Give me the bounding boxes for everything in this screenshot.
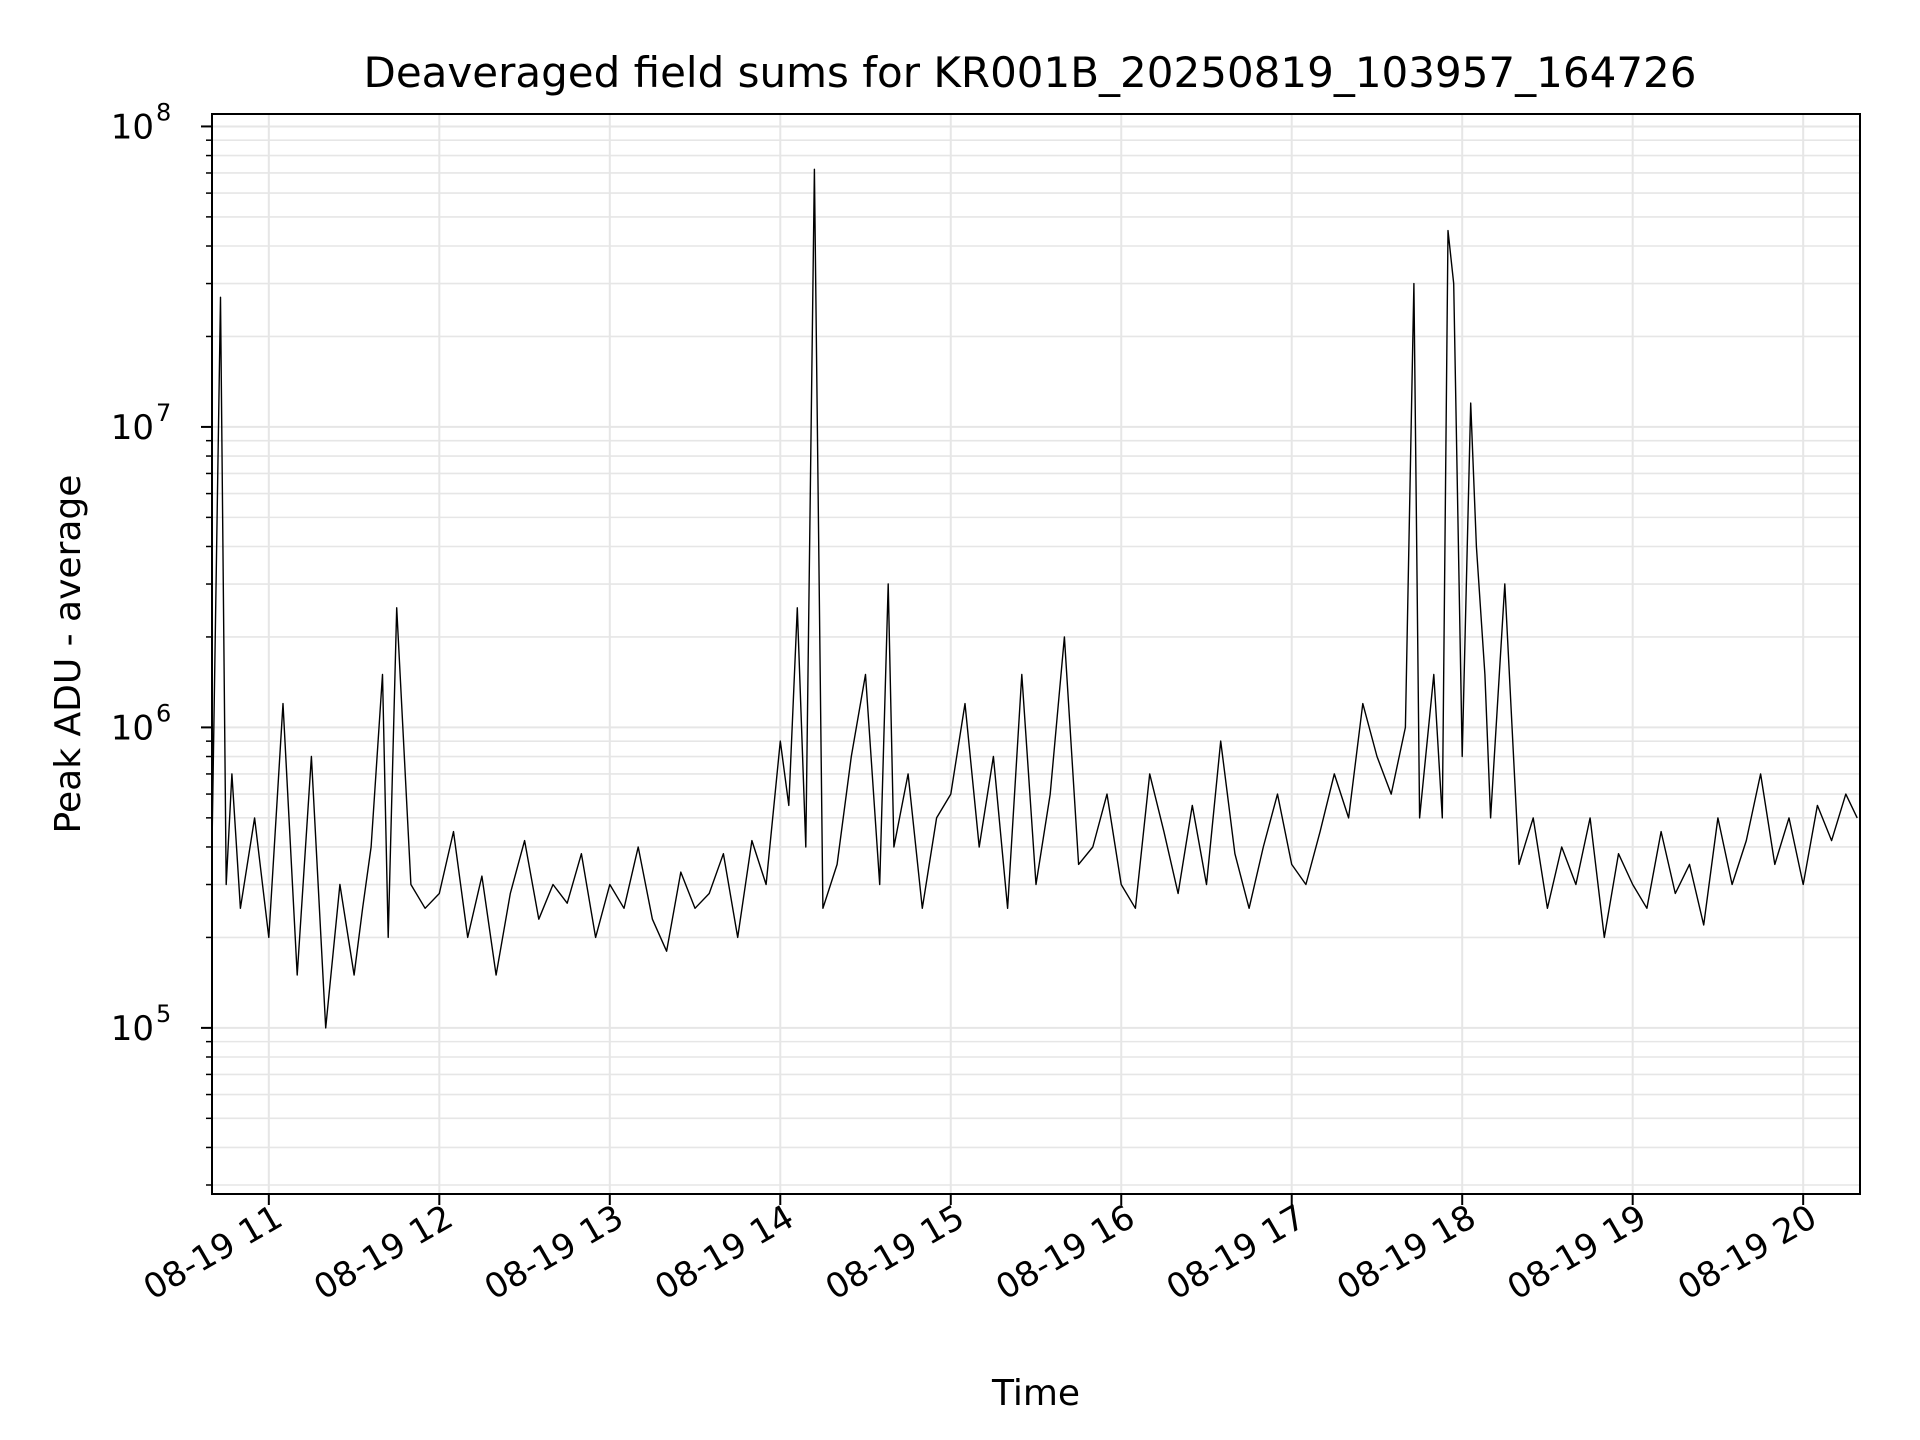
x-tick-label: 08-19 13 [478,1197,630,1308]
plot-frame [211,113,1861,1195]
chart-title: Deaveraged field sums for KR001B_2025081… [364,48,1697,97]
x-axis-label: Time [991,1373,1080,1414]
x-tick-label: 08-19 11 [137,1197,289,1308]
x-tick-label: 08-19 12 [307,1197,459,1308]
series-group [211,168,1858,1029]
grid [212,114,1860,1194]
x-tick-label: 08-19 17 [1160,1197,1312,1308]
y-tick-exponent: 8 [156,98,171,126]
y-tick-exponent: 5 [156,1000,171,1028]
y-tick-label: 10 [111,408,154,448]
y-tick-exponent: 7 [156,399,171,427]
x-tick-label: 08-19 15 [819,1197,971,1308]
series-line [211,168,1858,1029]
y-tick-label: 10 [111,708,154,748]
x-tick-label: 08-19 18 [1330,1197,1482,1308]
y-axis-label: Peak ADU - average [48,475,89,834]
y-tick-exponent: 6 [156,699,171,727]
x-tick-label: 08-19 19 [1501,1197,1653,1308]
y-tick-label: 10 [111,107,154,147]
x-tick-label: 08-19 20 [1671,1197,1823,1308]
x-tick-label: 08-19 16 [989,1197,1141,1308]
x-tick-label: 08-19 14 [648,1197,800,1308]
y-tick-label: 10 [111,1009,154,1049]
